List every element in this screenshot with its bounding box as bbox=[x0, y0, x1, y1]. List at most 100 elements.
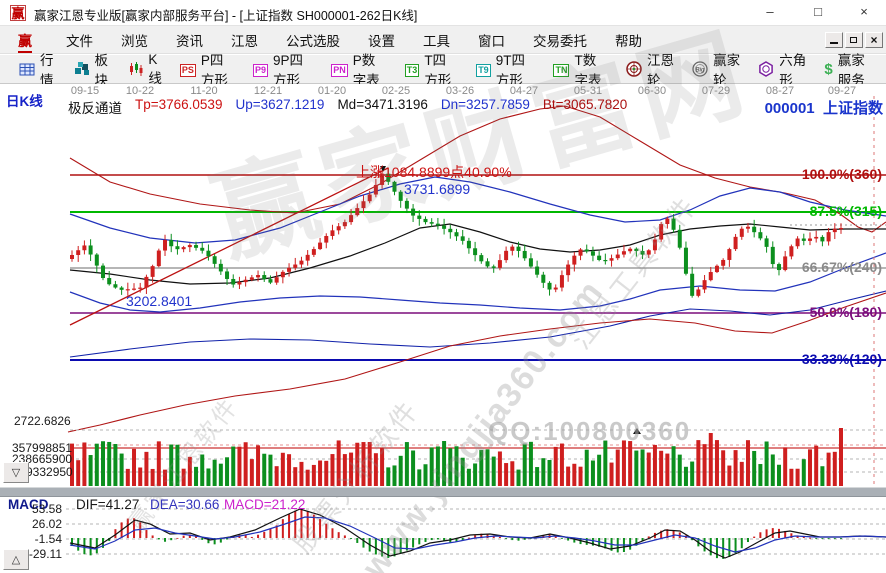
symbol-label: 000001 上证指数 bbox=[765, 97, 883, 118]
menu-window[interactable]: 窗口 bbox=[478, 34, 505, 49]
indicator-value: Md=3471.3196 bbox=[337, 97, 428, 112]
toolbar-market-quotes[interactable]: 行情 bbox=[10, 53, 66, 88]
mdi-minimize-button[interactable] bbox=[825, 32, 843, 48]
t-number-table-icon: TN bbox=[553, 64, 570, 77]
date-tick: 09-15 bbox=[70, 85, 100, 97]
rise-annotation: 上涨1084.8899点40.90% bbox=[356, 164, 512, 180]
sectors-label: 板块 bbox=[94, 53, 109, 88]
date-tick: 01-20 bbox=[317, 85, 347, 97]
gann-wheel-icon bbox=[626, 61, 642, 77]
p-number-table-label: P数字表 bbox=[352, 53, 380, 88]
fib-level-label-2: 66.67%(240) bbox=[801, 259, 882, 275]
toolbar-9t-square[interactable]: T9 9T四方形 bbox=[467, 53, 544, 88]
9p-square-label: 9P四方形 bbox=[273, 53, 304, 88]
toolbar-winner-wheel[interactable]: Big 赢家轮 bbox=[683, 53, 749, 88]
gann-wheel-label: 江恩轮 bbox=[647, 53, 675, 88]
svg-text:Big: Big bbox=[696, 68, 705, 74]
toolbar: 行情 板块 K线 PS P四方形 P9 9P四方形 PN P数字表 T3 T四方形 T9 9T四方形 TN… bbox=[0, 52, 886, 88]
window-minimize-button[interactable]: – bbox=[766, 4, 774, 19]
macd-indicator-title[interactable]: MACD bbox=[8, 497, 49, 512]
channel-indicator-values: 极反通道 Tp=3766.0539 Up=3627.1219 Md=3471.3196… bbox=[68, 97, 627, 117]
mdi-controls: × bbox=[825, 32, 883, 48]
date-tick: 11-20 bbox=[190, 85, 218, 97]
market-quotes-label: 行情 bbox=[40, 53, 54, 88]
mdi-close-button[interactable]: × bbox=[865, 32, 883, 48]
winner-wheel-label: 赢家轮 bbox=[713, 53, 741, 88]
macd-axis-label-2: -1.54 bbox=[34, 532, 62, 546]
menu-view[interactable]: 浏览 bbox=[121, 34, 148, 49]
symbol-code: 000001 bbox=[764, 100, 815, 117]
kline-label: K线 bbox=[148, 51, 162, 86]
macd-dif-value: DIF=41.27 bbox=[76, 497, 140, 512]
date-tick: 03-26 bbox=[445, 85, 475, 97]
date-axis: 09-15 10-22 11-20 12-21 01-20 02-25 03-26 04-27… bbox=[0, 85, 886, 97]
menu-formula-stock-pick[interactable]: 公式选股 bbox=[286, 34, 340, 49]
window-maximize-button[interactable]: □ bbox=[814, 4, 822, 19]
winner-service-label: 赢家服务 bbox=[837, 53, 865, 88]
date-tick: 06-30 bbox=[637, 85, 667, 97]
9t-square-label: 9T四方形 bbox=[495, 53, 525, 88]
toolbar-hexagon[interactable]: 六角形 bbox=[749, 53, 815, 88]
toolbar-sectors[interactable]: 板块 bbox=[66, 53, 121, 88]
chart-canvas[interactable]: 赢家财富网 www.yingjia360.com 股票分析软件 江恩工具软件 赢… bbox=[0, 14, 886, 573]
toolbar-p-square[interactable]: PS P四方形 bbox=[171, 53, 244, 88]
hexagon-label: 六角形 bbox=[779, 53, 807, 88]
price-axis-low-label: 2722.6826 bbox=[14, 414, 71, 428]
kline-period-label: 日K线 bbox=[6, 94, 43, 109]
date-tick: 05-31 bbox=[573, 85, 603, 97]
macd-macd-value: MACD=21.22 bbox=[224, 497, 306, 512]
window-close-button[interactable]: × bbox=[860, 4, 868, 19]
date-tick: 08-27 bbox=[765, 85, 795, 97]
toolbar-t-square[interactable]: T3 T四方形 bbox=[396, 53, 467, 88]
macd-axis-label-0: 53.58 bbox=[31, 502, 62, 516]
menu-settings[interactable]: 设置 bbox=[368, 34, 395, 49]
volume-axis-label-3: 9332950 bbox=[26, 465, 73, 479]
menu-logo-icon: 赢 bbox=[18, 31, 32, 53]
window-title: 赢家江恩专业版[赢家内部服务平台] - [上证指数 SH000001-262日K… bbox=[34, 9, 418, 23]
hexagon-icon bbox=[758, 61, 774, 77]
app-logo-icon: 赢 bbox=[10, 5, 26, 21]
winner-service-icon: $ bbox=[824, 60, 833, 78]
sectors-icon bbox=[74, 62, 90, 76]
toolbar-9p-square[interactable]: P9 9P四方形 bbox=[244, 53, 322, 88]
toolbar-p-number-table[interactable]: PN P数字表 bbox=[322, 53, 396, 88]
p-number-table-icon: PN bbox=[331, 64, 348, 77]
date-tick: 02-25 bbox=[381, 85, 411, 97]
toolbar-t-number-table[interactable]: TN T数字表 bbox=[544, 53, 617, 88]
macd-pane-expand-button[interactable]: △ bbox=[3, 549, 29, 570]
t-square-icon: T3 bbox=[404, 64, 420, 77]
date-tick: 04-27 bbox=[509, 85, 539, 97]
menu-tools[interactable]: 工具 bbox=[423, 34, 450, 49]
market-quotes-icon bbox=[19, 63, 35, 76]
fib-level-label-0: 100.0%(360) bbox=[801, 166, 882, 182]
t-square-label: T四方形 bbox=[424, 53, 452, 88]
menubar: 赢 文件 浏览 资讯 江恩 公式选股 设置 工具 窗口 交易委托 帮助 × bbox=[0, 26, 886, 54]
chart-svg bbox=[66, 96, 886, 559]
menu-file[interactable]: 文件 bbox=[66, 34, 93, 49]
t-number-table-label: T数字表 bbox=[574, 53, 602, 88]
toolbar-gann-wheel[interactable]: 江恩轮 bbox=[617, 53, 683, 88]
p-square-label: P四方形 bbox=[200, 53, 228, 88]
volume-pane-collapse-button[interactable]: ▽ bbox=[3, 462, 29, 483]
menu-trade-entrust[interactable]: 交易委托 bbox=[533, 34, 587, 49]
toolbar-winner-service[interactable]: $ 赢家服务 bbox=[815, 53, 886, 88]
date-tick: 07-29 bbox=[701, 85, 731, 97]
horizontal-scrollbar[interactable] bbox=[0, 487, 886, 497]
macd-dea-value: DEA=30.66 bbox=[150, 497, 220, 512]
menu-news[interactable]: 资讯 bbox=[176, 34, 203, 49]
fib-level-label-1: 87.5%(315) bbox=[809, 203, 882, 219]
date-tick: 09-27 bbox=[827, 85, 857, 97]
9p-square-icon: P9 bbox=[252, 64, 268, 77]
indicator-value: Up=3627.1219 bbox=[235, 97, 325, 112]
mdi-restore-button[interactable] bbox=[845, 32, 863, 48]
p-square-icon: PS bbox=[179, 64, 196, 77]
toolbar-kline[interactable]: K线 bbox=[120, 52, 171, 86]
fib-level-label-4: 33.33%(120) bbox=[801, 351, 882, 367]
menu-help[interactable]: 帮助 bbox=[615, 34, 642, 49]
titlebar: 赢 赢家江恩专业版[赢家内部服务平台] - [上证指数 SH000001-262… bbox=[0, 0, 886, 26]
9t-square-icon: T9 bbox=[476, 64, 491, 77]
date-tick: 12-21 bbox=[253, 85, 283, 97]
peak-price-annotation: 3731.6899 bbox=[404, 181, 471, 197]
menu-gann[interactable]: 江恩 bbox=[231, 34, 258, 49]
